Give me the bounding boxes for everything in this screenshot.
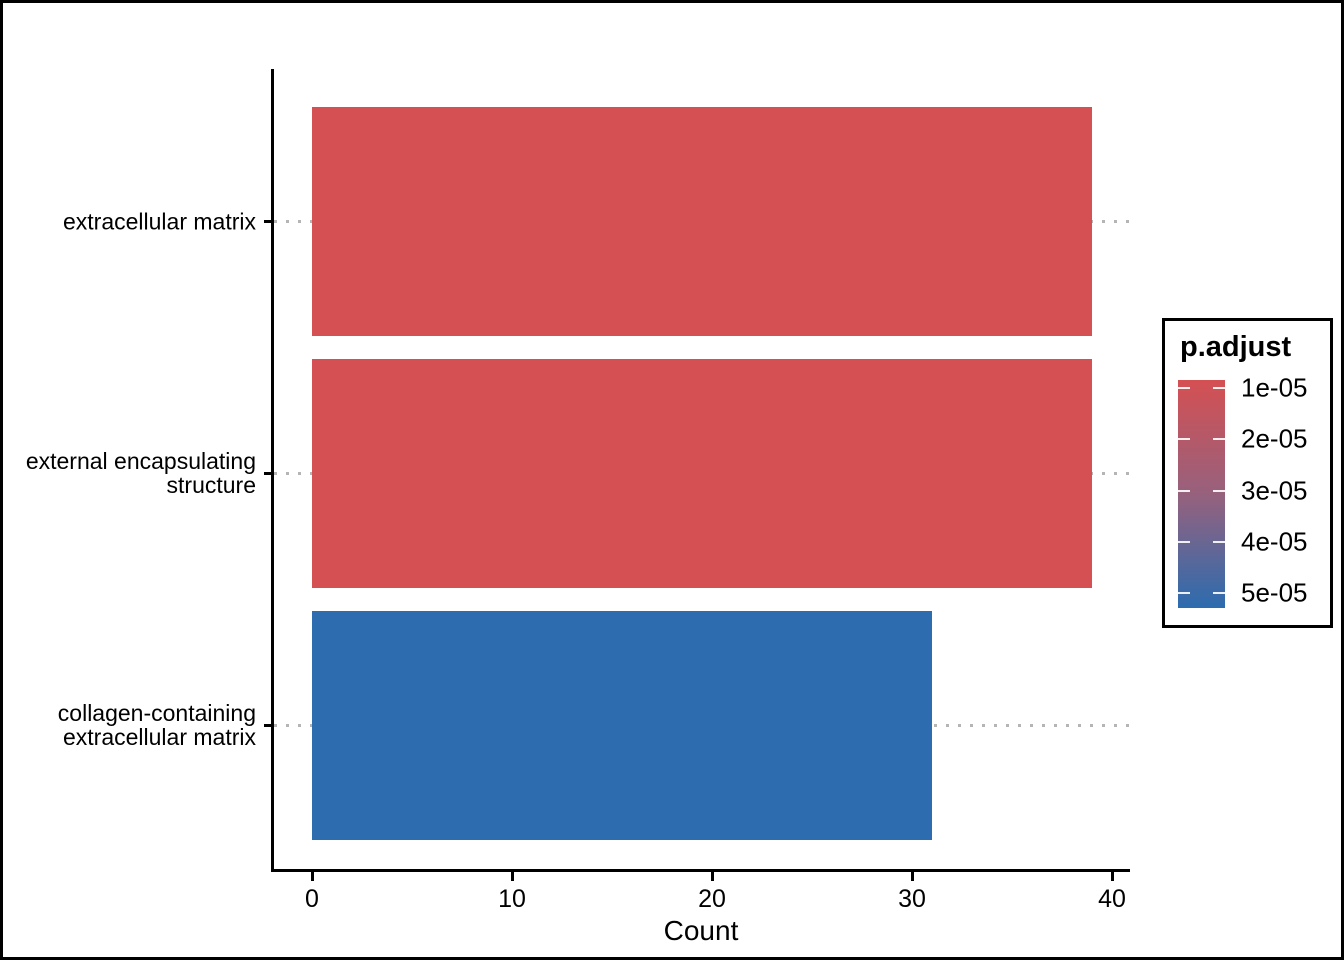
x-axis-tick [310, 872, 314, 881]
x-axis-tick-label: 30 [898, 885, 926, 913]
legend-tick-label: 3e-05 [1241, 475, 1308, 505]
y-axis-label: collagen-containing extracellular matrix [3, 699, 256, 751]
legend-tick-label: 4e-05 [1241, 526, 1308, 557]
legend-tick-label: 5e-05 [1241, 577, 1308, 608]
x-axis-tick-label: 0 [305, 885, 319, 913]
legend-tick-mark-right [1213, 438, 1225, 441]
y-axis-tick [264, 472, 273, 475]
y-axis-label-line: external encapsulating [25, 447, 256, 474]
y-axis-label-line: extracellular matrix [63, 724, 256, 751]
y-axis-label-line: structure [166, 472, 256, 499]
x-axis-title: Count [663, 915, 739, 946]
legend-gradient-bar [1178, 380, 1225, 608]
x-axis-tick [1110, 872, 1114, 881]
x-axis-tick-label: 20 [698, 885, 726, 913]
legend-box: p.adjust 1e-05 2e-05 3e-05 4e-05 5e-05 [1162, 318, 1333, 628]
legend-tick-mark-left [1178, 540, 1190, 543]
bar-extracellular-matrix [312, 107, 1092, 336]
y-axis-label: extracellular matrix [3, 209, 256, 234]
plot-panel: extracellular matrix external encapsulati… [3, 3, 1341, 957]
bar-external-encapsulating-structure [312, 359, 1092, 588]
legend-tick-label: 2e-05 [1241, 423, 1308, 454]
legend-tick-label: 1e-05 [1241, 372, 1308, 403]
legend-tick-mark-right [1213, 489, 1225, 492]
legend-tick-mark-left [1178, 387, 1190, 389]
legend-tick-mark-left [1178, 438, 1190, 441]
x-axis-tick [710, 872, 714, 881]
legend-tick-mark-left [1178, 489, 1190, 492]
legend-title: p.adjust [1180, 331, 1292, 363]
legend-tick-mark-right [1213, 540, 1225, 543]
legend-tick-mark-right [1213, 387, 1225, 389]
y-axis-tick [264, 220, 273, 223]
y-axis-line [271, 69, 274, 872]
x-axis-tick [910, 872, 914, 881]
bar-collagen-containing-extracellular-matrix [312, 611, 932, 840]
x-axis-tick-label: 40 [1098, 885, 1126, 913]
y-axis-label: external encapsulating structure [3, 447, 256, 499]
legend-tick-mark-right [1213, 592, 1225, 594]
legend-tick-mark-left [1178, 592, 1190, 594]
y-axis-label-line: extracellular matrix [63, 208, 256, 235]
x-axis-tick-label: 10 [498, 885, 526, 913]
y-axis-tick [264, 724, 273, 727]
y-axis-label-line: collagen-containing [57, 699, 256, 726]
x-axis-tick [510, 872, 514, 881]
x-axis-line [271, 869, 1130, 872]
